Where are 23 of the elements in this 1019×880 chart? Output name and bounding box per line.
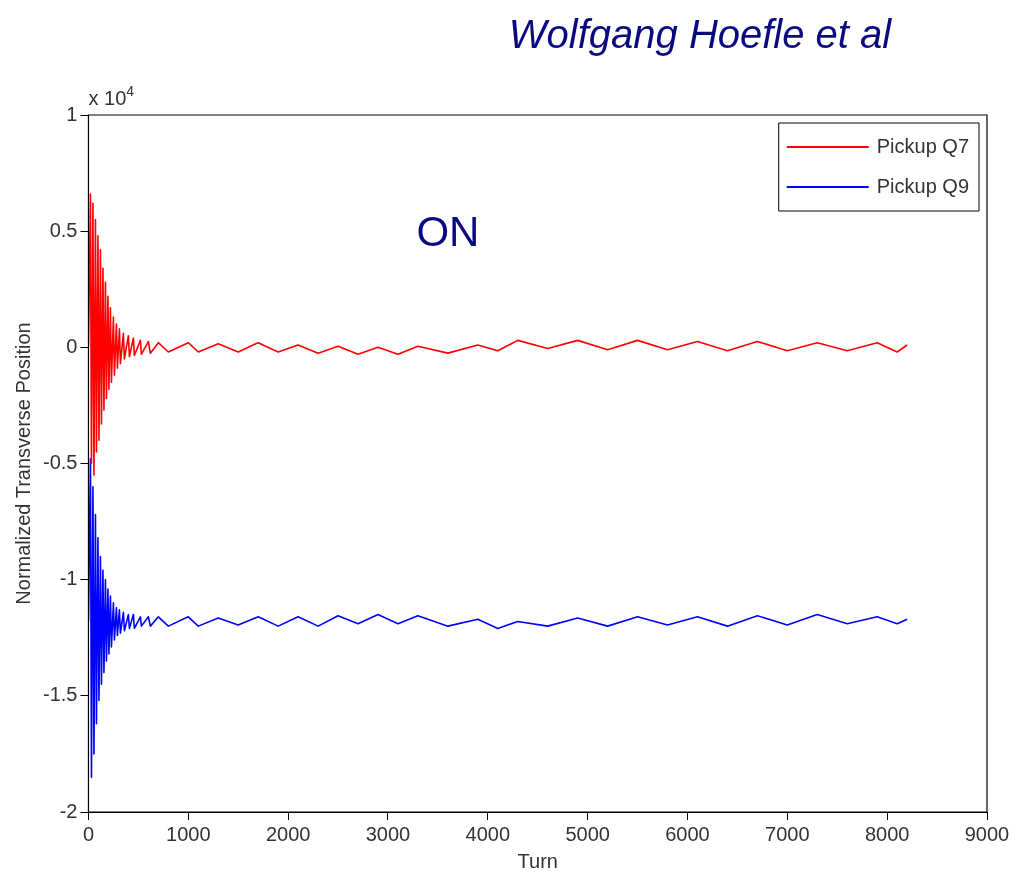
x-tick-label: 6000 [665,822,710,845]
text: Wolfgang Hoefle et al [508,12,893,56]
y-tick-label: -1 [59,567,78,590]
legend-label: Pickup Q9 [876,174,969,197]
x-tick-label: 2000 [265,822,311,845]
y-tick-label: -1.5 [42,683,78,706]
y-tick-label: -2 [59,799,78,822]
annotation: ON [416,208,480,255]
x-axis-title: Turn [517,849,558,872]
y-tick-label: 1 [66,102,78,125]
x-tick-label: 4000 [465,822,511,845]
y-tick-label: 0.5 [49,218,78,241]
x-tick-label: 0 [82,822,95,845]
x-tick-label: 7000 [765,822,810,845]
x-tick-label: 3000 [365,822,411,845]
x-tick-label: 5000 [565,822,610,845]
x-tick-label: 1000 [166,822,211,845]
y-tick-label: -0.5 [42,451,78,474]
x-tick-label: 8000 [864,822,910,845]
y-tick-label: 0 [66,334,78,357]
y-axis-title: Normalized Transverse Position [11,322,34,605]
x-tick-label: 9000 [964,822,1010,845]
legend-label: Pickup Q7 [876,134,969,157]
